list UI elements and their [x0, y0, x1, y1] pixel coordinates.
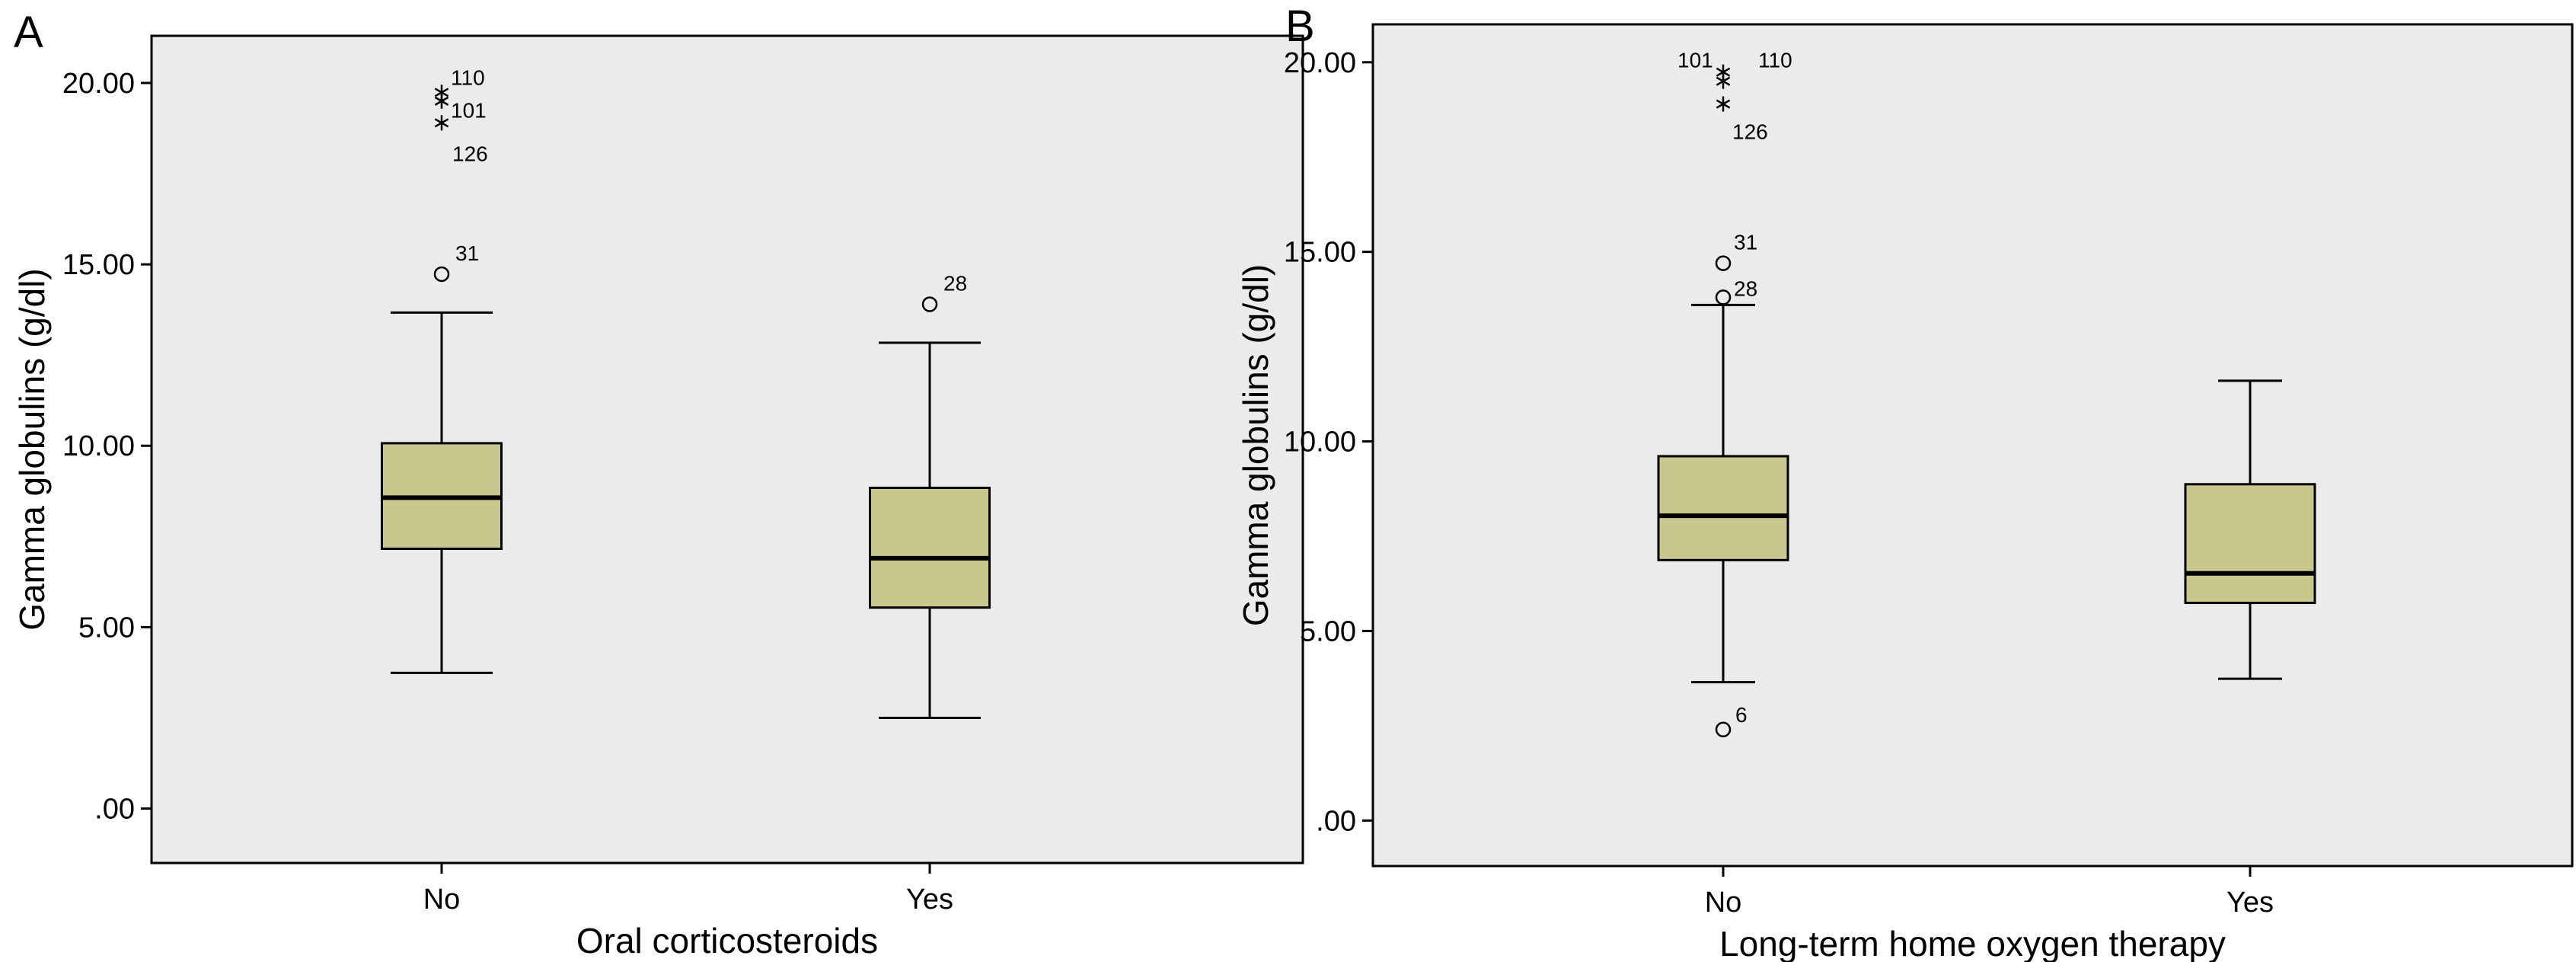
outlier-star — [434, 93, 449, 109]
box-yes — [2184, 379, 2316, 680]
panel-a: A .00 5.00 10.00 15.00 20.00 Gamma globulins (… — [12, 8, 1304, 960]
y-axis-label: Gamma globulins (g/dl) — [1236, 264, 1275, 627]
outlier-star — [1716, 73, 1731, 89]
x-tick-label: Yes — [906, 884, 953, 916]
outlier-star — [1716, 96, 1731, 112]
outlier-label: 126 — [1732, 120, 1768, 144]
outlier-star — [434, 115, 449, 131]
y-tick-label: 10.00 — [1284, 427, 1356, 459]
star-stroke — [434, 96, 449, 106]
outlier-label: 110 — [451, 66, 485, 89]
y-tick-label: 10.00 — [62, 430, 135, 462]
x-tick-label: No — [423, 884, 461, 916]
box-yes: 28 — [869, 271, 991, 719]
outlier-label: 126 — [452, 142, 488, 165]
outlier-label: 6 — [1735, 703, 1748, 727]
y-tick-label: 5.00 — [78, 612, 135, 644]
outlier-label: 28 — [1734, 276, 1757, 300]
outlier-circle — [1715, 289, 1732, 305]
outlier-circle — [1715, 721, 1732, 738]
iqr-box — [2184, 483, 2316, 605]
plot-area — [1371, 23, 2574, 868]
y-axis-label: Gamma globulins (g/dl) — [12, 268, 52, 631]
star-stroke — [434, 118, 449, 128]
iqr-box — [869, 486, 991, 609]
y-tick-label: .00 — [94, 794, 135, 826]
panel-label: A — [14, 8, 43, 57]
plot-area — [150, 34, 1304, 865]
iqr-box — [1657, 455, 1789, 561]
star-stroke — [1716, 67, 1731, 77]
y-tick-label: .00 — [1316, 805, 1356, 837]
y-tick-label: 20.00 — [62, 68, 135, 100]
outlier-label: 101 — [451, 99, 487, 123]
x-axis-label: Long-term home oxygen therapy — [1719, 924, 2226, 962]
y-tick-label: 5.00 — [1300, 615, 1356, 647]
panel-b: B .00 5.00 10.00 15.00 20.00 Gamma globulins (… — [1236, 2, 2574, 962]
x-tick-label: No — [1705, 887, 1742, 919]
star-stroke — [1716, 99, 1731, 109]
box-no: 31 110 101 126 — [381, 66, 503, 674]
panel-label: B — [1285, 2, 1315, 51]
x-tick-label: Yes — [2226, 887, 2274, 919]
y-tick-label: 20.00 — [1284, 47, 1356, 79]
star-stroke — [434, 88, 449, 97]
box-no: 31 28 6 110 101 126 — [1657, 49, 1792, 738]
outlier-label: 28 — [943, 271, 967, 295]
x-axis-label: Oral corticosteroids — [576, 921, 878, 960]
outlier-circle — [921, 296, 938, 312]
star-stroke — [1716, 76, 1731, 86]
y-tick-label: 15.00 — [1284, 237, 1356, 269]
outlier-label: 31 — [1734, 231, 1757, 254]
outlier-circle — [433, 266, 450, 283]
y-tick-label: 15.00 — [62, 249, 135, 281]
outlier-label: 31 — [455, 241, 479, 265]
outlier-label: 101 — [1677, 49, 1713, 72]
outlier-label: 110 — [1758, 49, 1792, 72]
outlier-circle — [1715, 255, 1732, 271]
